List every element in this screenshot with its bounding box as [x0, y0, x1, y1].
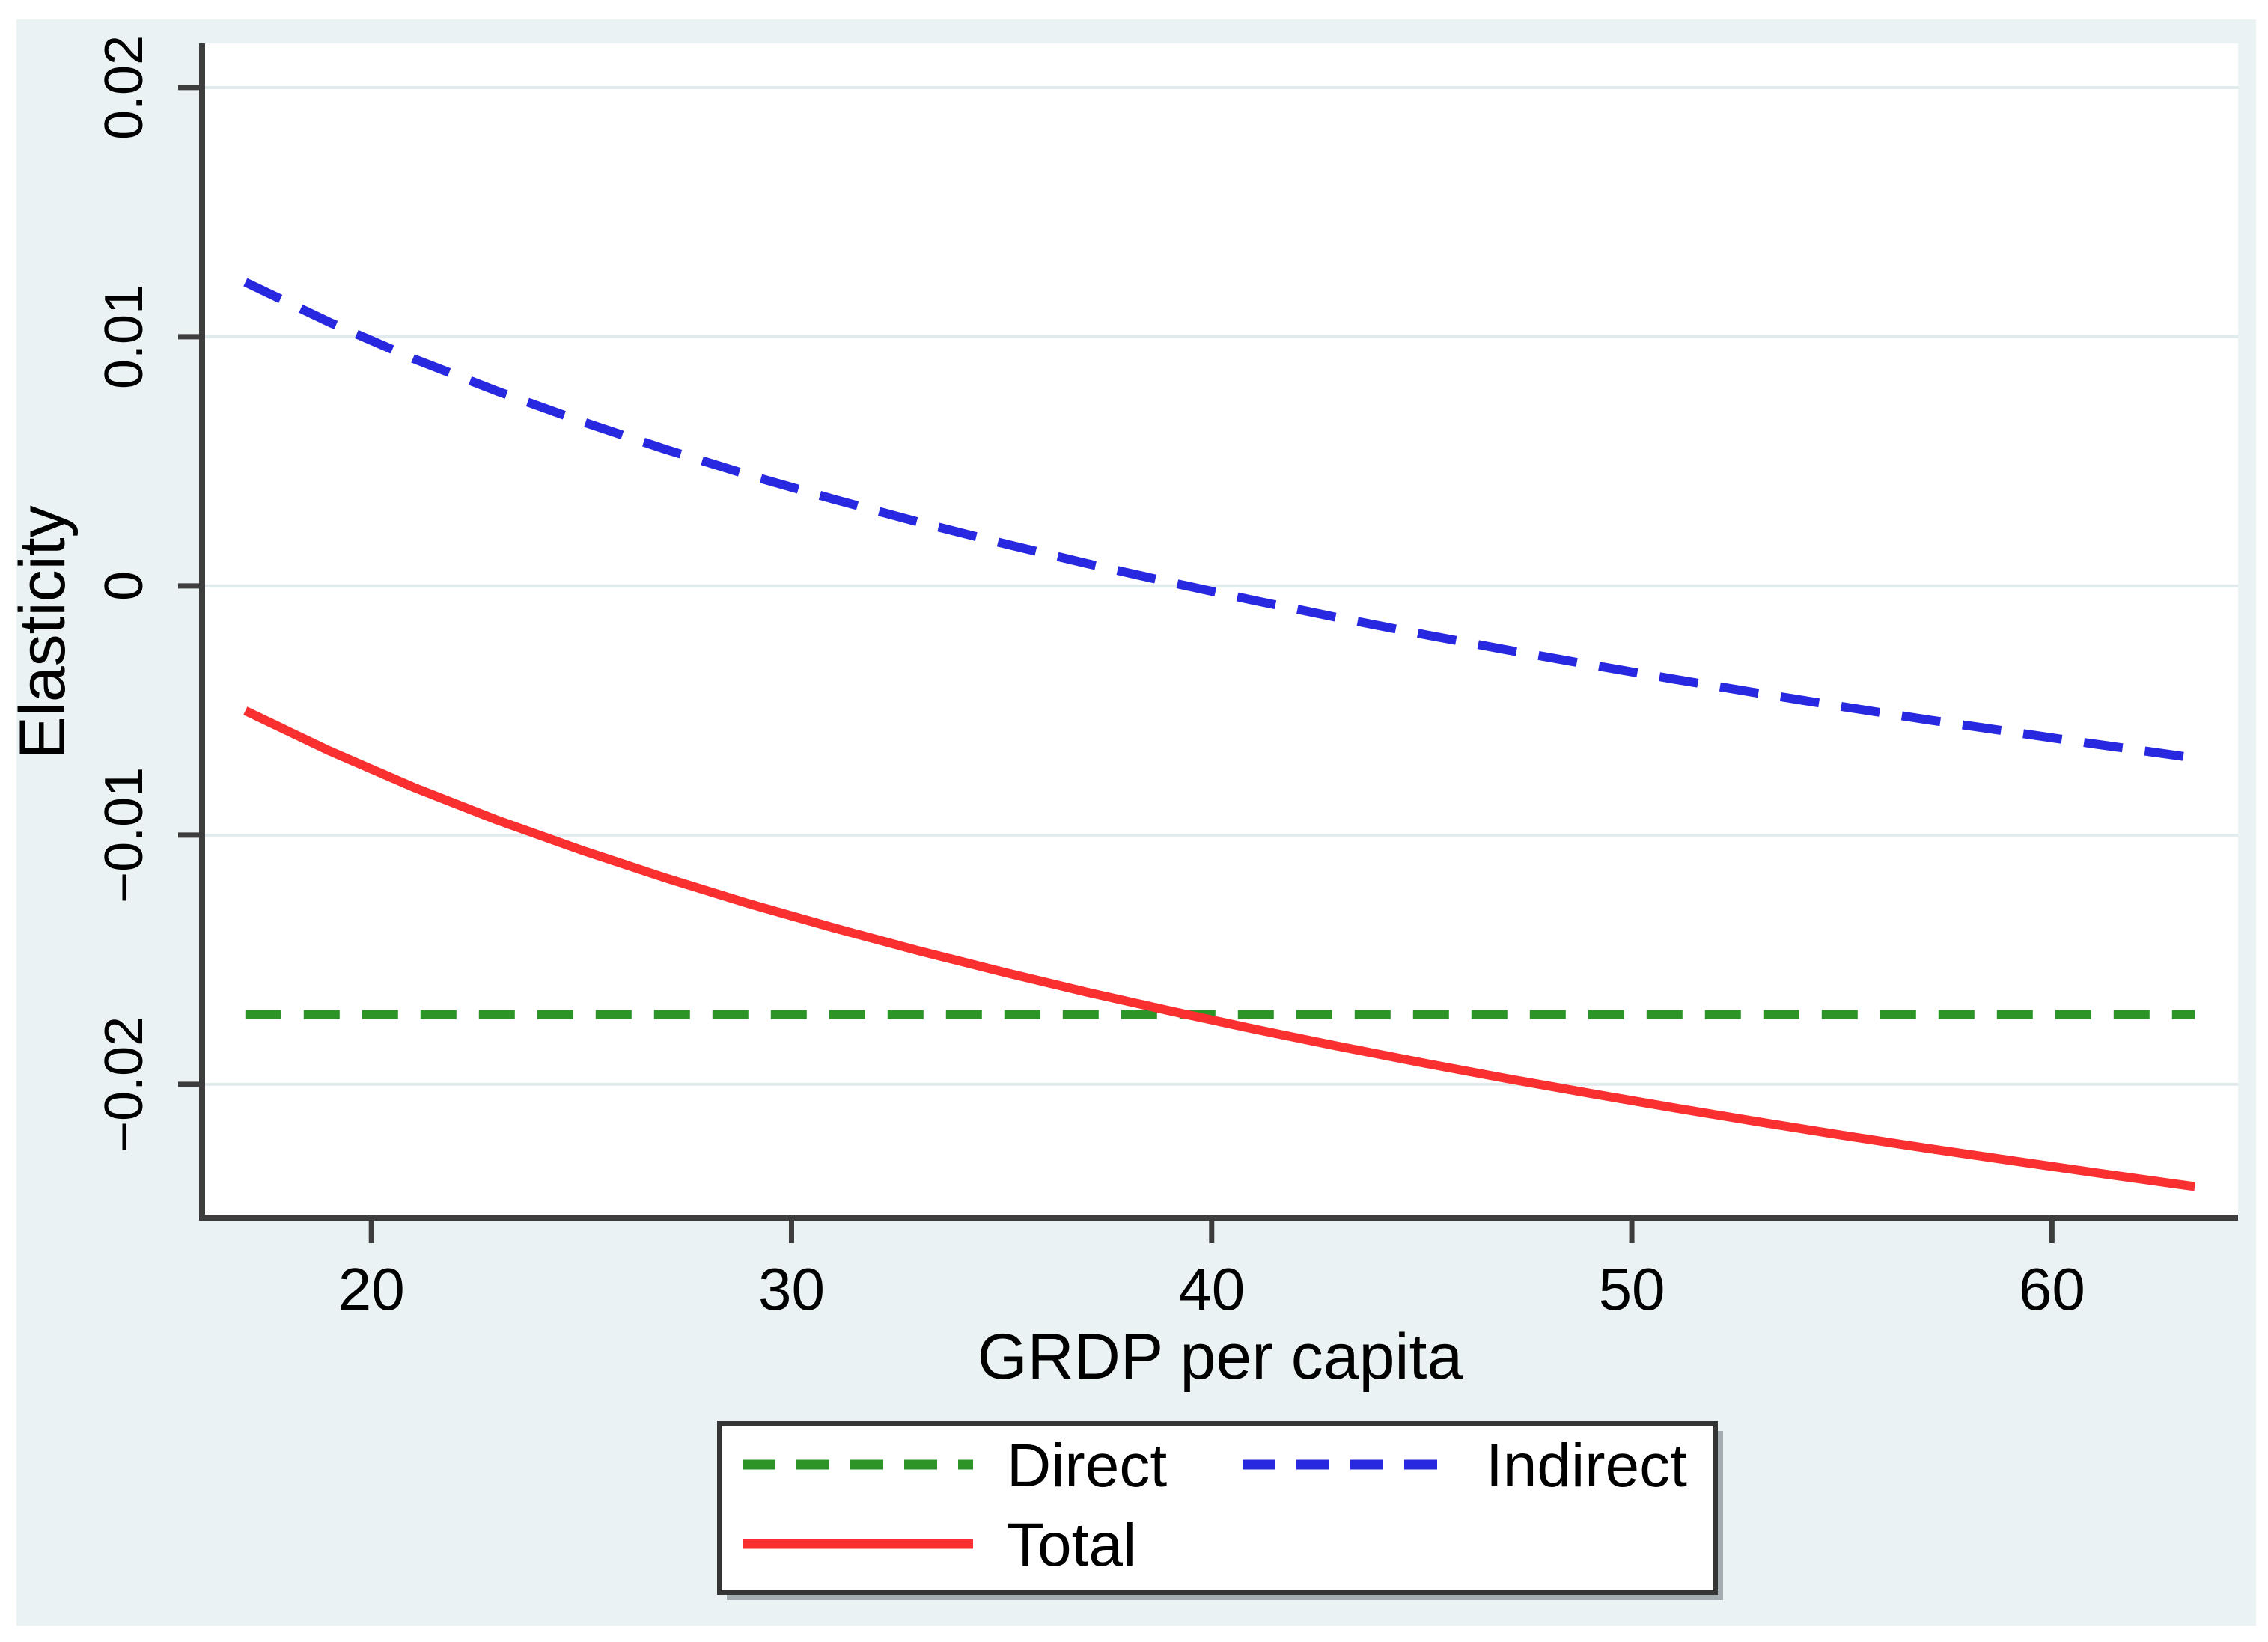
- y-axis-title: Elasticity: [7, 505, 79, 759]
- x-axis-title: GRDP per capita: [978, 1321, 1463, 1393]
- y-tick-label-0.02: 0.02: [94, 35, 154, 140]
- y-tick-label-0: 0: [94, 571, 154, 601]
- x-tick-label-30: 30: [758, 1256, 825, 1322]
- y-tick-label-0.01: 0.01: [94, 284, 154, 389]
- legend-box: [717, 1421, 1718, 1595]
- y-tick-label--0.02: −0.02: [94, 1016, 154, 1153]
- x-tick-label-50: 50: [1599, 1256, 1665, 1322]
- legend-label-direct: Direct: [1007, 1432, 1167, 1500]
- x-tick-label-40: 40: [1178, 1256, 1245, 1322]
- x-tick-label-60: 60: [2019, 1256, 2085, 1322]
- curves: [243, 278, 2195, 1191]
- y-axis-ticks: 0.02 0.01 0 −0.01 −0.02: [94, 35, 202, 1153]
- legend-label-total: Total: [1007, 1511, 1136, 1579]
- series-line-total: [243, 706, 2195, 1191]
- legend-label-indirect: Indirect: [1486, 1432, 1687, 1500]
- x-axis-ticks: 20 30 40 50 60: [338, 1218, 2085, 1322]
- plot-area: [202, 43, 2238, 1218]
- series-line-indirect: [243, 278, 2195, 763]
- legend: Direct Indirect Total: [717, 1421, 1723, 1600]
- x-tick-label-20: 20: [338, 1256, 405, 1322]
- y-tick-label--0.01: −0.01: [94, 767, 154, 903]
